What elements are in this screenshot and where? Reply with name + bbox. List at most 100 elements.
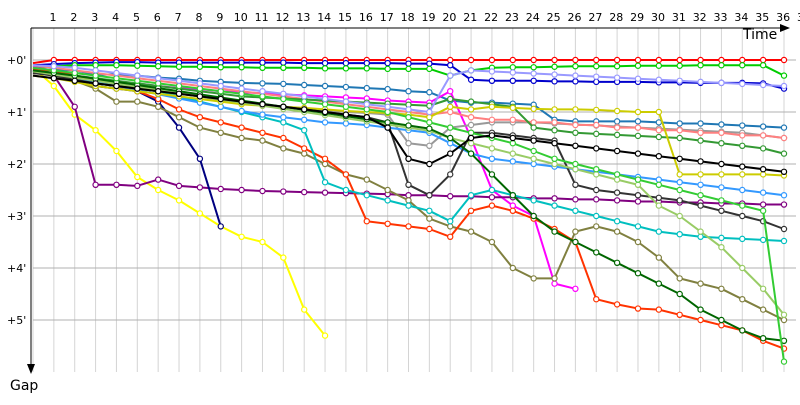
data-point [572,196,579,203]
data-point [676,178,683,186]
data-point [342,171,350,178]
data-point [634,56,642,64]
data-point [50,74,58,82]
data-point [676,134,683,142]
data-point [697,228,704,235]
data-point [426,207,433,214]
data-point [447,139,454,147]
x-tick-label: 37 [797,11,800,24]
data-point [488,171,496,178]
x-tick-label: 27 [588,11,602,24]
data-point [780,316,788,324]
data-point [530,137,537,144]
data-point [551,202,558,209]
data-point [363,65,370,72]
data-point [676,77,683,85]
data-point [509,134,517,142]
data-point [739,171,746,178]
data-point [426,125,433,132]
data-point [676,155,683,162]
data-point [384,124,391,131]
data-point [718,61,725,69]
data-point [697,158,704,165]
data-point [447,193,454,200]
data-point [467,150,475,157]
data-point [300,116,308,124]
data-point [405,87,412,95]
data-point [551,78,558,85]
data-point [92,72,99,79]
data-point [655,194,663,201]
data-point [759,81,767,89]
data-point [572,181,579,188]
data-point [342,83,350,91]
data-point [154,80,162,87]
data-point [321,155,329,162]
data-point [447,61,454,69]
data-point [488,238,496,246]
data-point [780,201,788,208]
data-point [530,197,537,204]
series-line [32,66,788,365]
data-point [238,233,245,240]
data-point [593,171,600,178]
tick-labels: 1 2 3 4 5 6 7 8 9 10 11 12 13 14 15 16 17 18 19 20 21 22 23 24 2… [7,11,800,327]
y-tick-label: +3' [7,210,26,223]
data-point [759,123,767,130]
x-tick-label: 32 [693,11,707,24]
data-point [321,108,329,116]
data-point [196,113,204,121]
data-point [759,132,767,139]
data-point [175,124,183,131]
data-point [655,254,663,261]
data-point [634,191,642,199]
x-tick-label: 19 [422,11,436,24]
x-tick-label: 16 [359,11,373,24]
data-point [551,155,558,162]
data-point [467,129,475,136]
data-point [655,56,663,64]
data-point [530,124,537,131]
data-point [530,155,537,162]
data-point [447,217,454,225]
data-point [92,67,99,74]
data-point [488,145,496,152]
data-point [488,202,496,209]
data-point [530,56,537,64]
data-point [280,95,287,103]
data-point [613,131,621,139]
data-point [321,82,329,90]
data-point [593,106,600,114]
data-point [196,93,204,100]
data-point [259,80,266,87]
data-point [384,119,391,126]
data-point [509,264,517,272]
data-point [321,100,329,108]
data-point [613,217,621,225]
data-point [655,202,663,209]
data-point [676,275,683,282]
data-point [593,56,600,64]
data-point [739,212,746,220]
data-point [321,65,329,72]
x-tick-label: 35 [755,11,769,24]
data-point [697,78,704,86]
data-point [739,202,746,209]
data-point [593,73,600,80]
data-point [113,82,120,90]
x-tick-label: 4 [112,11,119,24]
data-point [113,181,120,188]
data-point [384,197,391,204]
data-point [300,64,308,72]
data-point [321,189,329,196]
x-tick-label: 36 [776,11,790,24]
data-point [384,103,391,111]
x-tick-label: 21 [463,11,477,24]
data-point [238,85,245,92]
data-point [697,191,704,199]
data-point [405,181,412,188]
data-point [759,306,767,313]
data-point [509,77,517,85]
data-point [634,118,642,125]
